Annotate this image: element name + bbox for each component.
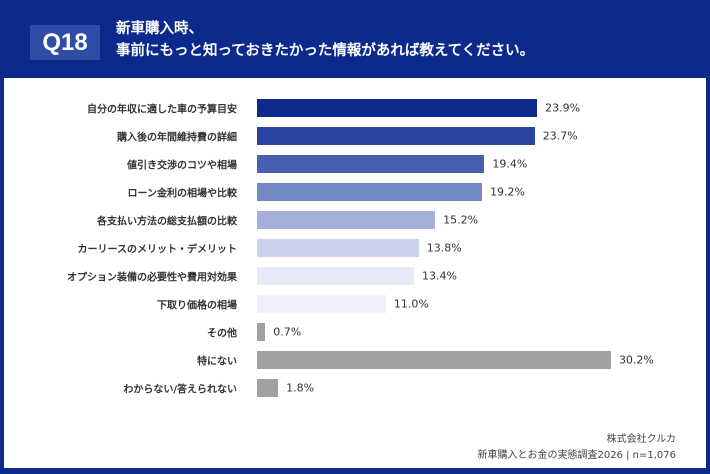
data-label: 1.8%: [286, 381, 315, 395]
bar: [257, 295, 386, 313]
category-label: わからない/答えられない: [123, 384, 237, 396]
bar: [257, 239, 419, 257]
category-label: 自分の年収に適した車の予算目安: [87, 104, 237, 116]
category-label: 特にない: [197, 356, 237, 368]
data-label: 23.9%: [545, 101, 581, 115]
data-label: 15.2%: [443, 213, 479, 227]
category-label: 下取り価格の相場: [157, 300, 237, 312]
chart-panel: 株式会社クルカ 新車購入とお金の実態調査2026 | n=1,076 自分の年収…: [4, 78, 706, 468]
category-label: カーリースのメリット・デメリット: [77, 244, 238, 256]
chart-title: 新車購入時、 事前にもっと知っておきたかった情報があれば教えてください。: [116, 18, 534, 62]
bar: [257, 323, 266, 341]
bar: [257, 267, 415, 285]
data-label: 11.0%: [393, 297, 429, 311]
category-label: 購入後の年間維持費の詳細: [117, 132, 237, 144]
data-label: 30.2%: [618, 353, 654, 367]
bar: [257, 183, 483, 201]
data-label: 23.7%: [542, 129, 578, 143]
title-line-2: 事前にもっと知っておきたかった情報があれば教えてください。: [116, 43, 535, 59]
question-badge: Q18: [30, 25, 100, 60]
source-company: 株式会社クルカ: [606, 434, 676, 445]
bar: [257, 99, 538, 117]
bar: [257, 127, 535, 145]
category-label: 各支払い方法の総支払額の比較: [97, 216, 237, 228]
data-label: 13.4%: [422, 269, 457, 283]
title-line-1: 新車購入時、: [116, 21, 203, 37]
bar: [257, 155, 485, 173]
bar: [257, 379, 279, 397]
source-survey: 新車購入とお金の実態調査2026 | n=1,076: [477, 450, 676, 461]
bar: [257, 351, 611, 369]
category-label: 値引き交渉のコツや相場: [127, 160, 237, 172]
category-label: オプション装備の必要性や費用対効果: [67, 272, 237, 284]
data-label: 19.2%: [490, 185, 525, 199]
data-label: 13.8%: [426, 241, 462, 255]
data-label: 0.7%: [273, 325, 302, 339]
data-label: 19.4%: [492, 157, 528, 171]
category-label: その他: [207, 328, 237, 340]
bar: [257, 211, 436, 229]
category-label: ローン金利の相場や比較: [127, 188, 238, 200]
